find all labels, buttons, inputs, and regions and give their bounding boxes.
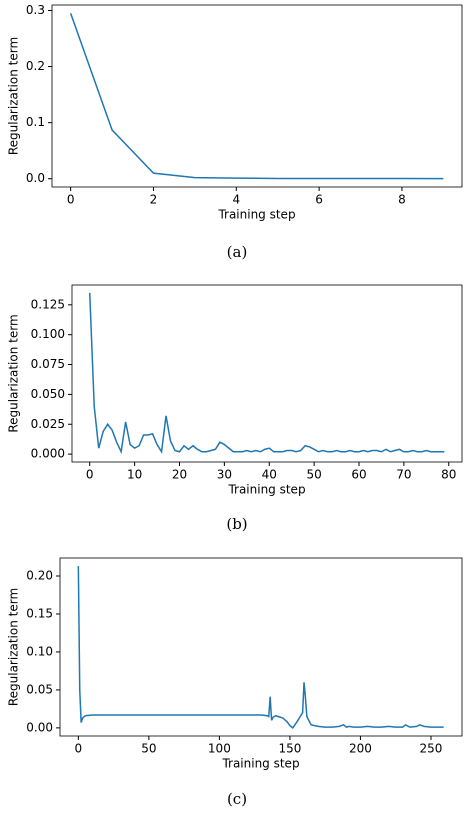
caption: (b) — [226, 515, 247, 533]
line — [77, 566, 444, 729]
plot-frame — [51, 4, 463, 188]
x-tick-label: 50 — [306, 468, 321, 482]
y-tick-label: 0.100 — [31, 327, 65, 341]
x-tick-label: 6 — [315, 193, 323, 207]
y-tick-label: 0.075 — [31, 357, 65, 371]
x-tick-label: 150 — [278, 742, 301, 756]
caption: (a) — [227, 243, 248, 261]
y-tick-label: 0.000 — [31, 447, 65, 461]
plot-frame — [71, 284, 463, 463]
x-tick-label: 4 — [232, 193, 240, 207]
y-axis-label: Regularization term — [7, 37, 21, 155]
y-tick-label: 0.1 — [26, 115, 45, 129]
y-tick-label: 0.025 — [31, 417, 65, 431]
y-tick-label: 0.3 — [26, 3, 45, 17]
x-axis-label: Training step — [217, 208, 295, 222]
line — [69, 13, 444, 180]
caption: (c) — [227, 790, 247, 808]
x-tick-label: 30 — [217, 468, 232, 482]
x-tick-label: 50 — [141, 742, 156, 756]
line — [88, 292, 445, 455]
x-tick-label: 40 — [262, 468, 277, 482]
x-tick-label: 60 — [351, 468, 366, 482]
y-axis-label: Regularization term — [7, 588, 21, 706]
x-tick-label: 0 — [67, 193, 75, 207]
x-tick-label: 200 — [349, 742, 372, 756]
y-tick-label: 0.050 — [31, 387, 65, 401]
x-axis-label: Training step — [227, 483, 305, 497]
x-tick-label: 70 — [396, 468, 411, 482]
x-tick-label: 8 — [398, 193, 406, 207]
y-tick-label: 0.05 — [26, 682, 53, 696]
y-tick-label: 0.00 — [26, 720, 53, 734]
x-tick-label: 0 — [86, 468, 94, 482]
y-tick-label: 0.20 — [26, 568, 53, 582]
y-tick-label: 0.0 — [26, 171, 45, 185]
y-tick-label: 0.10 — [26, 644, 53, 658]
y-tick-label: 0.15 — [26, 606, 53, 620]
x-tick-label: 100 — [208, 742, 231, 756]
y-tick-label: 0.2 — [26, 59, 45, 73]
x-tick-label: 10 — [127, 468, 142, 482]
x-tick-label: 250 — [420, 742, 443, 756]
x-tick-label: 2 — [150, 193, 158, 207]
plot-frame — [59, 557, 463, 737]
x-tick-label: 20 — [172, 468, 187, 482]
x-tick-label: 0 — [75, 742, 83, 756]
x-axis-label: Training step — [221, 757, 299, 771]
y-tick-label: 0.125 — [31, 297, 65, 311]
x-tick-label: 80 — [441, 468, 456, 482]
y-axis-label: Regularization term — [7, 314, 21, 432]
